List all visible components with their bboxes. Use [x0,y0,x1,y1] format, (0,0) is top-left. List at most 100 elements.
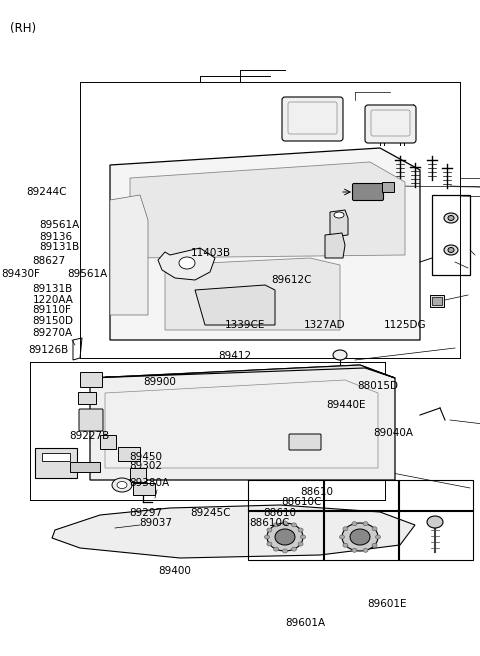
FancyBboxPatch shape [365,105,416,143]
Bar [78,392,96,404]
Ellipse shape [264,535,269,539]
Text: 89561A: 89561A [67,269,108,279]
Polygon shape [195,285,275,325]
Text: 89561A: 89561A [39,220,80,230]
Ellipse shape [363,522,368,525]
Ellipse shape [274,523,278,527]
Text: 88610: 88610 [300,487,333,497]
Text: 1339CE: 1339CE [225,319,265,330]
Bar [133,483,155,495]
FancyBboxPatch shape [352,184,384,201]
Ellipse shape [448,247,454,253]
Text: 1125DG: 1125DG [384,319,426,330]
Polygon shape [130,162,405,258]
Bar [80,372,102,387]
Text: 89601E: 89601E [367,598,407,609]
Polygon shape [330,210,348,237]
Ellipse shape [427,516,443,528]
Bar [70,462,100,472]
Ellipse shape [350,529,370,545]
Text: 89601A: 89601A [286,618,326,628]
Ellipse shape [339,535,345,539]
Bar [248,510,473,511]
Ellipse shape [343,543,348,547]
Text: 88627: 88627 [33,256,66,266]
Text: (RH): (RH) [10,22,36,35]
Text: 89612C: 89612C [271,275,312,285]
FancyBboxPatch shape [79,409,103,431]
Bar [382,182,394,192]
Ellipse shape [298,542,303,546]
Text: 89270A: 89270A [33,327,73,338]
Text: 89131B: 89131B [39,242,80,253]
Text: 88610: 88610 [263,508,296,518]
Ellipse shape [444,245,458,255]
Ellipse shape [372,543,377,547]
Bar [42,453,70,461]
Text: 89131B: 89131B [33,283,73,294]
Ellipse shape [267,523,303,551]
Text: 89040A: 89040A [373,428,413,438]
Bar [100,435,116,449]
Polygon shape [52,505,415,558]
Ellipse shape [274,547,278,551]
Polygon shape [325,233,345,258]
Ellipse shape [275,529,295,545]
Bar [130,468,146,482]
Text: 89227B: 89227B [70,431,110,441]
Ellipse shape [334,212,344,218]
Ellipse shape [375,535,381,539]
Ellipse shape [448,216,454,220]
FancyBboxPatch shape [282,97,343,141]
Text: 11403B: 11403B [191,247,231,258]
Text: 1327AD: 1327AD [304,319,346,330]
Polygon shape [90,365,395,480]
Ellipse shape [372,527,377,531]
Ellipse shape [267,542,272,546]
Bar [398,480,399,560]
Polygon shape [158,248,215,280]
Text: 89244C: 89244C [26,186,67,197]
Bar [118,447,140,461]
Ellipse shape [283,521,288,525]
Text: 89297: 89297 [130,508,163,518]
Text: 89412: 89412 [218,351,252,361]
Ellipse shape [298,528,303,532]
Ellipse shape [112,478,132,492]
Text: 89900: 89900 [143,377,176,387]
Polygon shape [110,148,420,340]
Ellipse shape [291,523,297,527]
Text: 89150D: 89150D [33,316,73,327]
Text: 89245C: 89245C [191,508,231,518]
Bar [323,480,324,560]
Text: 88610C: 88610C [281,497,321,508]
Ellipse shape [342,523,378,551]
Ellipse shape [283,549,288,553]
Text: 1220AA: 1220AA [33,295,73,305]
Ellipse shape [179,257,195,269]
Polygon shape [165,258,340,330]
Ellipse shape [333,350,347,360]
Bar [35,448,77,478]
Ellipse shape [291,547,297,551]
Ellipse shape [352,522,357,525]
Text: 89037: 89037 [139,518,172,529]
Text: 88610C: 88610C [250,518,290,529]
Ellipse shape [117,482,127,489]
Text: 89450: 89450 [130,451,163,462]
Ellipse shape [267,528,272,532]
Text: 89380A: 89380A [130,478,170,489]
Text: 89400: 89400 [158,565,191,576]
Ellipse shape [444,213,458,223]
Text: 89126B: 89126B [28,344,68,355]
Text: 89302: 89302 [130,461,163,471]
Ellipse shape [300,535,305,539]
Ellipse shape [352,548,357,552]
Ellipse shape [363,548,368,552]
Bar [432,297,442,305]
Bar [430,295,444,307]
FancyBboxPatch shape [289,434,321,450]
Text: 88015D: 88015D [358,380,398,391]
Text: 89430F: 89430F [1,269,40,279]
Bar [248,480,473,560]
